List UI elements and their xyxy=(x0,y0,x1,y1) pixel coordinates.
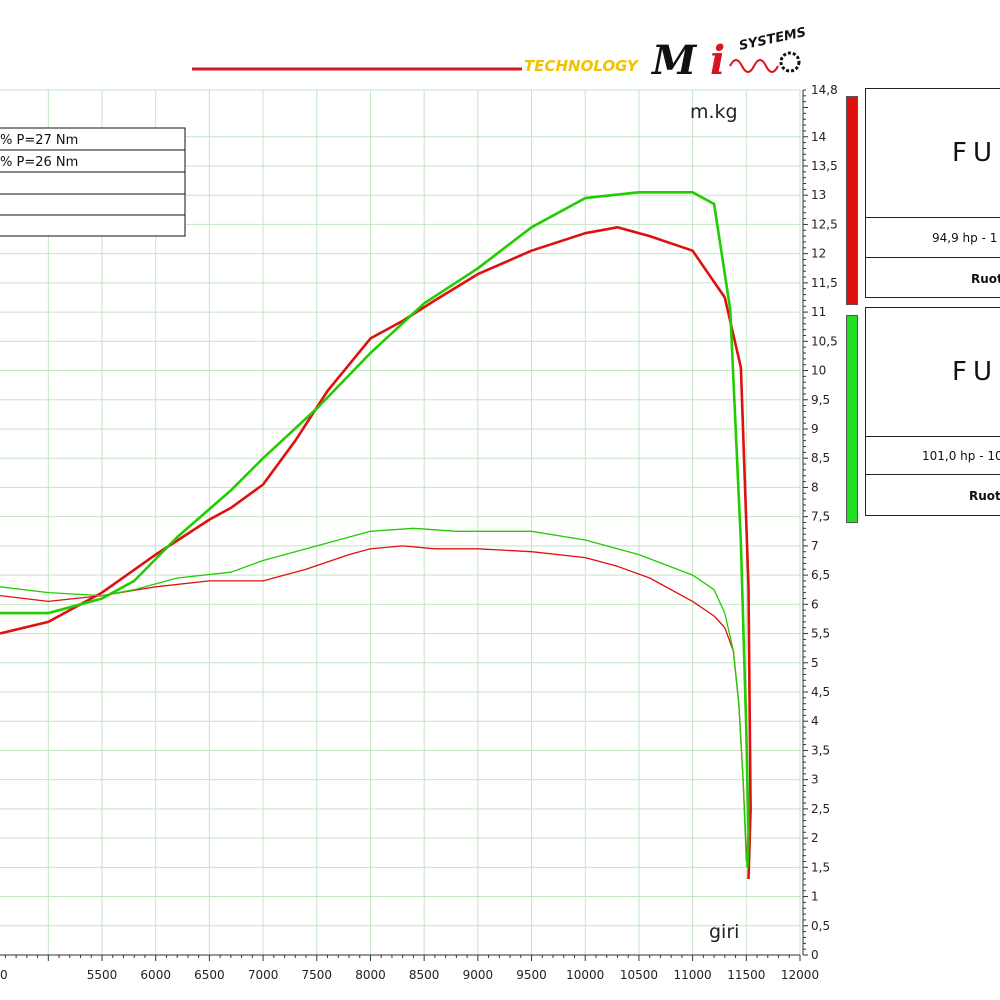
y-tick-label: 5 xyxy=(811,656,819,670)
x-tick-label: 6000 xyxy=(140,968,171,982)
legend-table: % P=27 Nm % P=26 Nm xyxy=(0,127,186,237)
result-panel-red-color-bar xyxy=(846,96,858,305)
y-tick-label: 3,5 xyxy=(811,743,830,757)
y-tick-label: 14,8 xyxy=(811,83,838,97)
y-tick-label: 13,5 xyxy=(811,159,838,173)
series-line-1 xyxy=(0,226,752,880)
result-panel-red: FU 94,9 hp - 1 Ruot xyxy=(846,88,1000,305)
y-tick-label: 12 xyxy=(811,247,826,261)
y-tick-label: 14 xyxy=(811,130,826,144)
result-panel-green-stat: 101,0 hp - 10 xyxy=(866,436,1000,474)
y-tick-label: 2 xyxy=(811,831,819,845)
x-axis-unit-label: giri xyxy=(709,921,739,943)
x-tick-label: 9500 xyxy=(516,968,547,982)
logo-gear-icon xyxy=(779,51,801,73)
y-axis: 00,511,522,533,544,555,566,577,588,599,5… xyxy=(802,83,838,962)
x-tick-label: 10500 xyxy=(620,968,658,982)
result-panel-green: FU 101,0 hp - 10 Ruot xyxy=(846,307,1000,523)
x-tick-label: 11500 xyxy=(727,968,765,982)
y-tick-label: 11,5 xyxy=(811,276,838,290)
logo-technology-text: TECHNOLOGY xyxy=(524,57,640,75)
x-tick-label: 8000 xyxy=(355,968,386,982)
y-tick-label: 0 xyxy=(811,948,819,962)
result-panel-red-stat: 94,9 hp - 1 xyxy=(866,217,1000,257)
x-tick-label: 9000 xyxy=(463,968,494,982)
x-tick-label: 8500 xyxy=(409,968,440,982)
result-panel-green-name: FU xyxy=(952,357,998,387)
y-tick-label: 4,5 xyxy=(811,685,830,699)
x-tick-label: 7000 xyxy=(248,968,279,982)
legend-row-text: % P=27 Nm xyxy=(0,133,78,148)
x-tick-label: 11000 xyxy=(674,968,712,982)
series-line-4 xyxy=(0,527,747,862)
x-tick-label: 10000 xyxy=(566,968,604,982)
y-tick-label: 1 xyxy=(811,890,819,904)
x-axis: 0 5500 6000 6500 7000 7500 8000 8500 9000 9500 100… xyxy=(0,954,819,982)
y-tick-label: 6 xyxy=(811,597,819,611)
y-tick-label: 4 xyxy=(811,714,819,728)
series-line-3 xyxy=(0,545,747,853)
y-tick-label: 3 xyxy=(811,773,819,787)
x-tick-label: 5500 xyxy=(87,968,118,982)
y-tick-label: 10,5 xyxy=(811,334,838,348)
result-panel-green-box: FU 101,0 hp - 10 Ruot xyxy=(865,307,1000,516)
x-tick-label: 12000 xyxy=(781,968,819,982)
legend-table-frame xyxy=(0,127,186,237)
y-tick-label: 12,5 xyxy=(811,217,838,231)
logo-i-letter: i xyxy=(710,37,725,84)
series-line-2 xyxy=(0,191,750,868)
y-tick-label: 5,5 xyxy=(811,627,830,641)
y-tick-label: 9,5 xyxy=(811,393,830,407)
logo-systems-text: SYSTEMS xyxy=(738,25,808,54)
logo-m-letter: M xyxy=(650,37,698,84)
y-tick-label: 8 xyxy=(811,480,819,494)
y-tick-label: 10 xyxy=(811,364,826,378)
y-tick-label: 7,5 xyxy=(811,510,830,524)
y-tick-label: 11 xyxy=(811,305,826,319)
x-tick-label: 6500 xyxy=(194,968,225,982)
y-axis-unit-label: m.kg xyxy=(690,101,738,123)
y-tick-label: 1,5 xyxy=(811,860,830,874)
logo: TECHNOLOGY M i SYSTEMS xyxy=(192,25,808,84)
result-panel-green-color-bar xyxy=(846,315,858,523)
x-tick-label: 0 xyxy=(0,968,8,982)
y-tick-label: 6,5 xyxy=(811,568,830,582)
x-tick-label: 7500 xyxy=(302,968,333,982)
y-tick-label: 0,5 xyxy=(811,919,830,933)
result-panel-red-bottom: Ruot xyxy=(866,257,1000,299)
series-lines xyxy=(0,191,752,880)
y-tick-label: 2,5 xyxy=(811,802,830,816)
y-tick-label: 9 xyxy=(811,422,819,436)
y-tick-label: 13 xyxy=(811,188,826,202)
legend-row-text: % P=26 Nm xyxy=(0,155,78,170)
logo-wave-icon xyxy=(729,59,779,73)
result-panel-red-box: FU 94,9 hp - 1 Ruot xyxy=(865,88,1000,298)
result-panel-green-bottom: Ruot xyxy=(866,474,1000,517)
y-tick-label: 7 xyxy=(811,539,819,553)
result-panel-red-name: FU xyxy=(952,138,998,168)
y-tick-label: 8,5 xyxy=(811,451,830,465)
